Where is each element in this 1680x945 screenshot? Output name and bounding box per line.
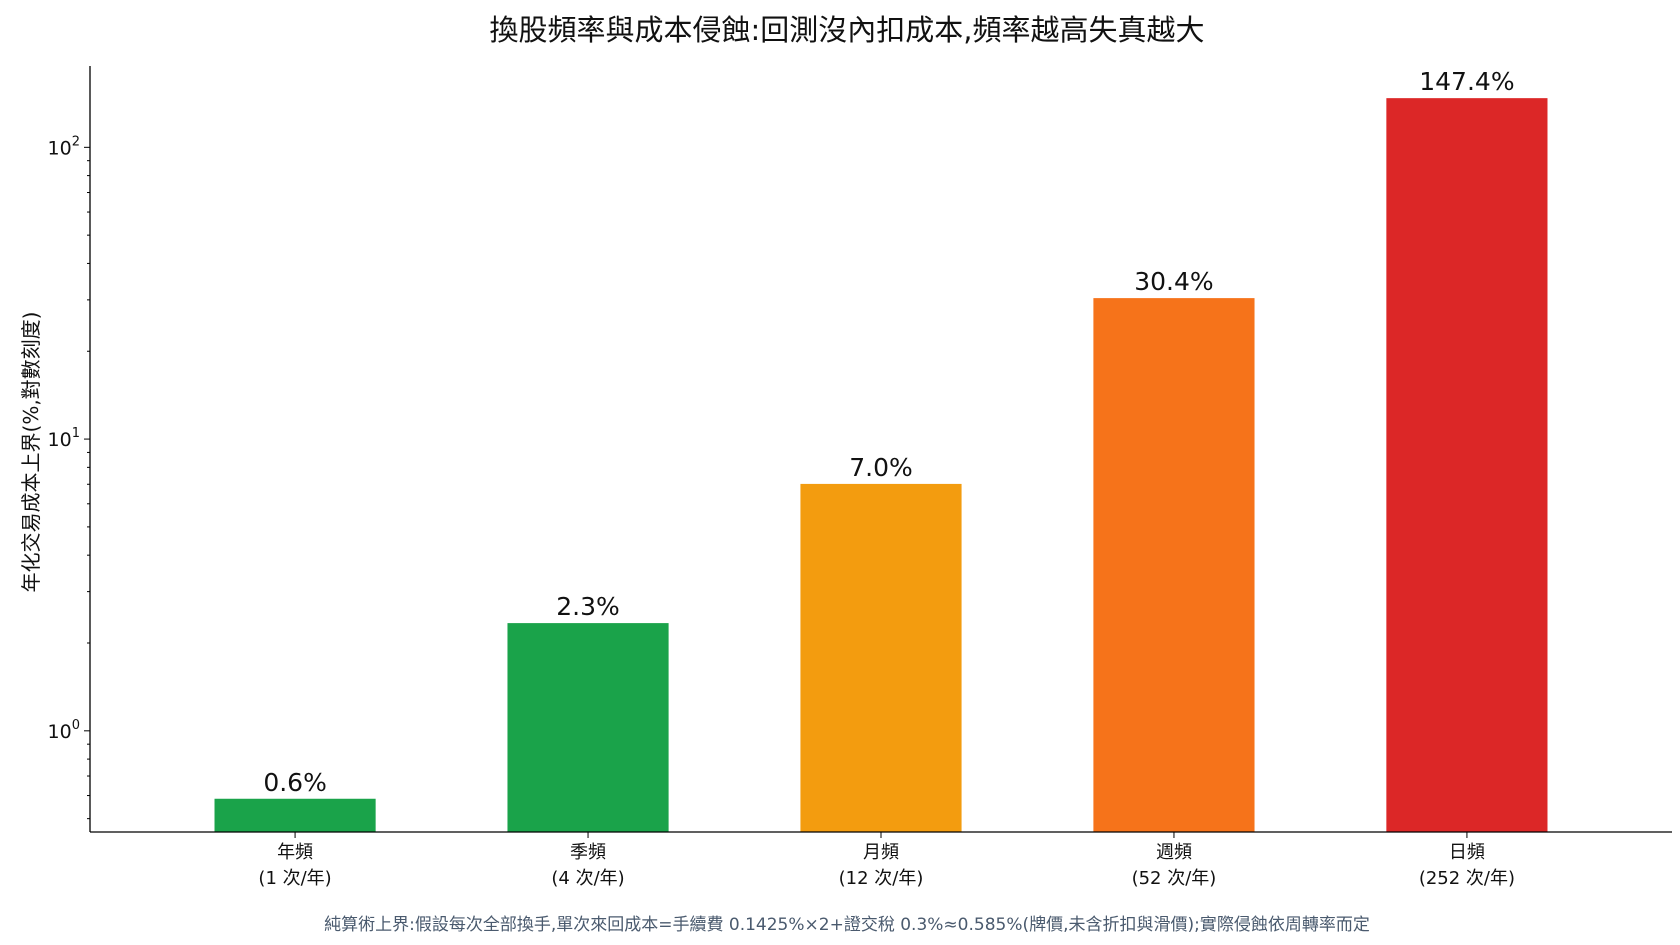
bar-value-label: 2.3% — [556, 592, 620, 621]
y-tick-label: 100 — [48, 718, 80, 743]
x-tick-label: 季頻 — [570, 842, 606, 863]
x-tick-label: 週頻 — [1156, 842, 1192, 863]
x-axis-ticks: 年頻 (1 次/年) 季頻 (4 次/年) 月頻 (12 次/年) 週頻 (52 次/年) 日頻… — [258, 832, 1515, 889]
x-tick-label: 月頻 — [863, 842, 899, 863]
bar-1 — [507, 623, 669, 832]
bar-value-label: 7.0% — [849, 453, 913, 482]
bar-3 — [1093, 298, 1255, 833]
bar-0 — [214, 798, 376, 832]
x-tick-label: 日頻 — [1449, 842, 1485, 863]
bar-value-label: 30.4% — [1134, 267, 1213, 296]
bars-group — [214, 98, 1548, 833]
bar-4 — [1386, 98, 1548, 832]
x-tick-sublabel: (52 次/年) — [1132, 868, 1217, 889]
x-tick-sublabel: (252 次/年) — [1419, 868, 1515, 889]
chart-title: 換股頻率與成本侵蝕:回測沒內扣成本,頻率越高失真越大 — [490, 13, 1205, 47]
x-tick-label: 年頻 — [277, 842, 313, 863]
x-tick-sublabel: (12 次/年) — [839, 868, 924, 889]
y-tick-label: 102 — [48, 134, 80, 159]
x-tick-sublabel: (4 次/年) — [551, 868, 624, 889]
bar-2 — [800, 483, 962, 832]
y-axis-label: 年化交易成本上界(%,對數刻度) — [19, 312, 43, 593]
bar-value-label: 0.6% — [263, 768, 327, 797]
bar-value-labels: 0.6% 2.3% 7.0% 30.4% 147.4% — [263, 67, 1514, 797]
y-tick-label: 101 — [48, 426, 80, 451]
chart-footnote: 純算術上界:假設每次全部換手,單次來回成本=手續費 0.1425%×2+證交稅 … — [324, 915, 1370, 935]
x-tick-sublabel: (1 次/年) — [258, 868, 331, 889]
y-axis-ticks: 100 101 102 — [48, 134, 90, 820]
bar-value-label: 147.4% — [1419, 67, 1514, 96]
